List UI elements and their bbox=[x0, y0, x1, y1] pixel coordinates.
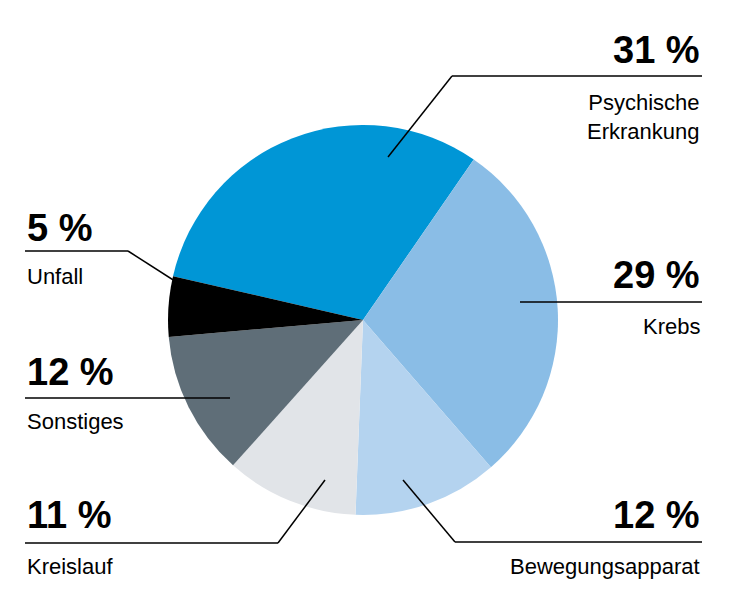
svg-text:Unfall: Unfall bbox=[27, 264, 83, 289]
svg-text:Sonstiges: Sonstiges bbox=[27, 409, 124, 434]
svg-text:5 %: 5 % bbox=[27, 207, 92, 249]
svg-text:Bewegungsapparat: Bewegungsapparat bbox=[510, 554, 700, 579]
svg-text:12 %: 12 % bbox=[27, 351, 114, 393]
svg-text:11 %: 11 % bbox=[27, 494, 112, 536]
svg-text:31 %: 31 % bbox=[613, 29, 700, 71]
svg-text:12 %: 12 % bbox=[613, 494, 700, 536]
svg-text:29 %: 29 % bbox=[613, 254, 700, 296]
svg-text:Kreislauf: Kreislauf bbox=[27, 554, 113, 579]
svg-text:PsychischeErkrankung: PsychischeErkrankung bbox=[587, 90, 700, 144]
svg-text:Krebs: Krebs bbox=[643, 314, 700, 339]
